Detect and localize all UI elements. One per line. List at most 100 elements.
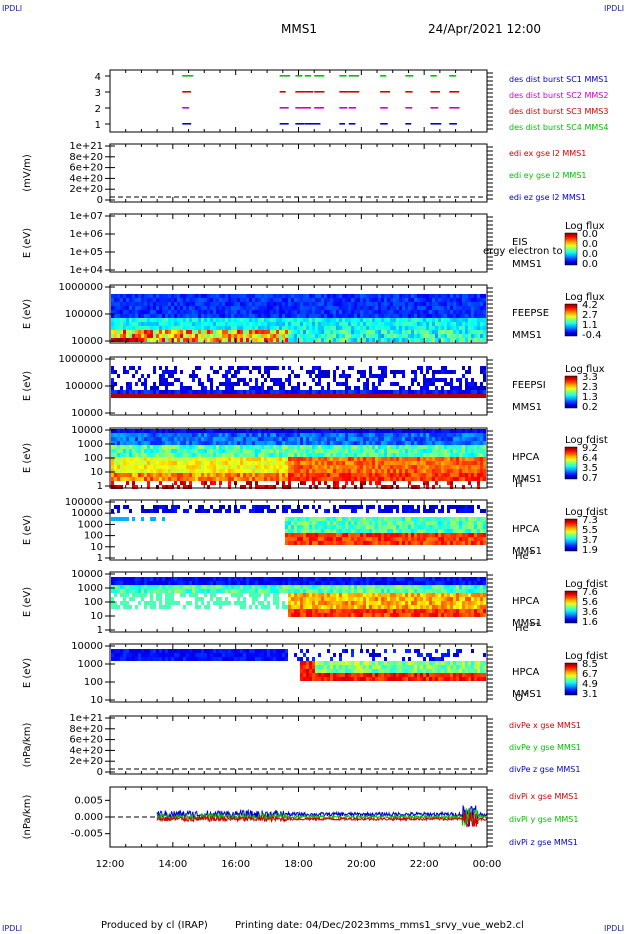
heatmap-cell <box>165 294 168 298</box>
heatmap-cell <box>132 433 135 437</box>
heatmap-cell <box>162 433 165 437</box>
heatmap-cell <box>366 437 369 441</box>
heatmap-cell <box>366 306 369 310</box>
heatmap-cell <box>219 457 222 461</box>
heatmap-cell <box>387 294 390 298</box>
heatmap-cell <box>141 314 144 318</box>
heatmap-cell <box>210 322 213 326</box>
y-axis-label: E (eV) <box>22 443 33 473</box>
heatmap-cell <box>207 469 210 473</box>
heatmap-cell <box>324 390 327 394</box>
heatmap-cell <box>252 394 255 398</box>
heatmap-cell <box>303 537 306 541</box>
heatmap-cell <box>465 509 468 513</box>
heatmap-cell <box>288 326 291 330</box>
heatmap-cell <box>225 477 228 481</box>
heatmap-cell <box>165 306 168 310</box>
heatmap-cell <box>222 326 225 330</box>
heatmap-cell <box>432 298 435 302</box>
heatmap-cell <box>372 306 375 310</box>
heatmap-cell <box>186 473 189 477</box>
heatmap-cell <box>414 529 417 533</box>
heatmap-cell <box>378 541 381 545</box>
heatmap-cell <box>387 314 390 318</box>
heatmap-cell <box>396 525 399 529</box>
heatmap-cell <box>147 509 150 513</box>
y-tick-label: 1e+21 <box>69 141 103 152</box>
heatmap-cell <box>240 378 243 382</box>
heatmap-cell <box>114 298 117 302</box>
heatmap-cell <box>399 318 402 322</box>
heatmap-cell <box>459 394 462 398</box>
heatmap-cell <box>189 437 192 441</box>
heatmap-cell <box>396 314 399 318</box>
heatmap-cell <box>318 437 321 441</box>
heatmap-cell <box>333 537 336 541</box>
heatmap-cell <box>285 314 288 318</box>
heatmap-cell <box>180 437 183 441</box>
date-title: 24/Apr/2021 12:00 <box>428 22 542 36</box>
heatmap-cell <box>330 334 333 338</box>
heatmap-cell <box>423 437 426 441</box>
heatmap-cell <box>390 485 393 489</box>
heatmap-cell <box>162 306 165 310</box>
heatmap-cell <box>363 517 366 521</box>
heatmap-cell <box>138 469 141 473</box>
heatmap-cell <box>261 453 264 457</box>
heatmap-cell <box>177 330 180 334</box>
heatmap-cell <box>291 338 294 342</box>
heatmap-cell <box>291 441 294 445</box>
heatmap-cell <box>381 449 384 453</box>
heatmap-cell <box>471 394 474 398</box>
heatmap-cell <box>198 433 201 437</box>
heatmap-cell <box>201 382 204 386</box>
heatmap-cell <box>369 433 372 437</box>
heatmap-cell <box>234 437 237 441</box>
heatmap-cell <box>234 505 237 509</box>
heatmap-cell <box>471 294 474 298</box>
heatmap-cell <box>240 453 243 457</box>
heatmap-cell <box>270 509 273 513</box>
heatmap-cell <box>234 394 237 398</box>
heatmap-cell <box>153 370 156 374</box>
heatmap-cell <box>393 449 396 453</box>
heatmap-cell <box>207 445 210 449</box>
heatmap-cell <box>144 338 147 342</box>
heatmap-cell <box>378 537 381 541</box>
heatmap-cell <box>417 334 420 338</box>
heatmap-cell <box>462 394 465 398</box>
heatmap-cell <box>441 533 444 537</box>
heatmap-cell <box>291 465 294 469</box>
heatmap-cell <box>276 457 279 461</box>
heatmap-cell <box>327 477 330 481</box>
heatmap-cell <box>213 445 216 449</box>
heatmap-cell <box>264 326 267 330</box>
heatmap-cell <box>180 449 183 453</box>
heatmap-cell <box>390 469 393 473</box>
heatmap-cell <box>111 302 114 306</box>
heatmap-cell <box>405 394 408 398</box>
heatmap-cell <box>177 453 180 457</box>
heatmap-cell <box>435 445 438 449</box>
heatmap-cell <box>300 521 303 525</box>
heatmap-cell <box>114 338 117 342</box>
heatmap-cell <box>291 437 294 441</box>
heatmap-cell <box>318 334 321 338</box>
heatmap-cell <box>186 330 189 334</box>
heatmap-cell <box>384 473 387 477</box>
heatmap-cell <box>339 338 342 342</box>
heatmap-cell <box>150 386 153 390</box>
heatmap-cell <box>168 298 171 302</box>
heatmap-cell <box>411 469 414 473</box>
corner-label-top-left: IPDLI <box>2 4 23 13</box>
heatmap-cell <box>180 457 183 461</box>
heatmap-cell <box>423 533 426 537</box>
heatmap-cell <box>396 541 399 545</box>
heatmap-cell <box>450 481 453 485</box>
heatmap-cell <box>426 485 429 489</box>
heatmap-cell <box>336 310 339 314</box>
heatmap-cell <box>261 338 264 342</box>
heatmap-cell <box>273 433 276 437</box>
heatmap-cell <box>111 461 114 465</box>
